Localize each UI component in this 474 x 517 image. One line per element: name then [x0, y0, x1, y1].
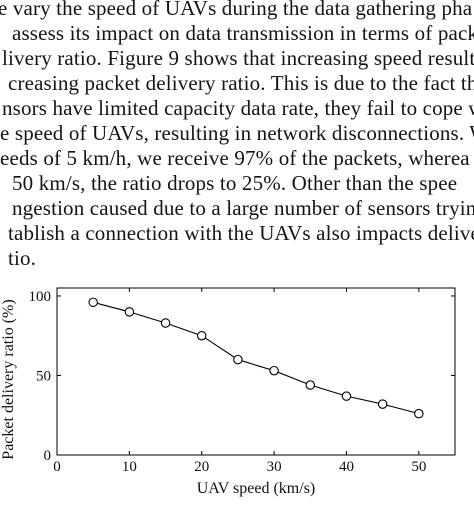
paragraph-line: eeds of 5 km/h, we receive 97% of the pa…	[0, 146, 470, 170]
chart-series	[88, 297, 424, 419]
data-point-marker	[160, 318, 171, 328]
y-tick-label: 100	[29, 289, 52, 305]
chart-ticks: 0 10 20 30 40 50 0 50 100	[29, 288, 455, 475]
data-point-marker	[233, 354, 243, 365]
paragraph-line: tio.	[8, 246, 37, 270]
x-tick-label: 30	[267, 459, 282, 475]
plot-frame	[56, 287, 456, 456]
data-point-marker	[88, 297, 98, 308]
data-point-marker	[124, 307, 135, 317]
x-axis-label: UAV speed (km/s)	[197, 480, 316, 497]
data-point-marker	[377, 399, 388, 409]
x-tick-label: 0	[53, 459, 61, 475]
paragraph-line: nsors have limited capacity data rate, t…	[2, 96, 474, 120]
y-tick-label: 0	[44, 448, 52, 464]
y-axis-label: Packet delivery ratio (%)	[0, 299, 17, 459]
y-tick-label: 50	[36, 368, 51, 384]
paragraph-line: tablish a connection with the UAVs also …	[8, 221, 474, 245]
paragraph-line: assess its impact on data transmission i…	[12, 21, 474, 45]
x-tick-label: 40	[339, 459, 354, 475]
data-point-marker	[414, 408, 424, 419]
paragraph-line: e speed of UAVs, resulting in network di…	[0, 121, 474, 145]
data-point-marker	[269, 365, 279, 376]
paragraph-line: e vary the speed of UAVs during the data…	[0, 0, 473, 20]
delivery-ratio-chart: 0 10 20 30 40 50 0 50 100 UAV speed (km/s) Packe…	[0, 287, 456, 497]
data-point-marker	[196, 330, 207, 341]
chart-axes	[56, 287, 456, 456]
x-tick-label: 20	[194, 459, 209, 475]
x-tick-label: 50	[411, 459, 426, 475]
data-point-marker	[305, 380, 316, 390]
paragraph-line: livery ratio. Figure 9 shows that increa…	[2, 46, 474, 70]
data-point-marker	[341, 391, 352, 401]
x-tick-label: 10	[122, 459, 137, 475]
paragraph-line: ngestion caused due to a large number of…	[12, 196, 474, 220]
series-line	[93, 301, 419, 415]
paragraph-line: 50 km/s, the ratio drops to 25%. Other t…	[12, 171, 458, 195]
paragraph-line: creasing packet delivery ratio. This is …	[8, 71, 474, 95]
